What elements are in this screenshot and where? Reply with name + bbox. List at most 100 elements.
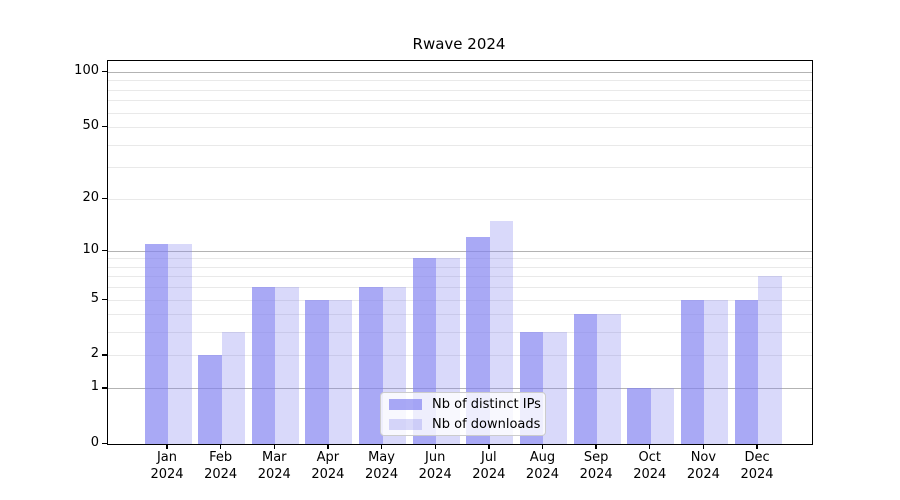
x-tick-label: May 2024 (350, 449, 414, 483)
y-minor-gridline (108, 299, 812, 301)
y-tick-label: 20 (82, 189, 99, 205)
x-tick-year: 2024 (257, 467, 291, 482)
bar-mar-series0 (251, 287, 276, 444)
y-minor-gridline (108, 332, 812, 334)
y-minor-gridline (108, 266, 812, 268)
y-tick-mark (102, 387, 107, 389)
x-tick-mark (702, 444, 705, 449)
legend-entry-distinct-ips: Nb of distinct IPs (389, 396, 541, 413)
y-tick-label: 1 (90, 379, 99, 395)
y-tick-label: 10 (82, 241, 99, 257)
x-tick-year: 2024 (204, 467, 238, 482)
x-tick-mark (595, 444, 597, 449)
y-minor-gridline (108, 258, 812, 260)
grid-layer (108, 61, 812, 444)
x-tick-year: 2024 (579, 467, 613, 482)
x-tick-mark (273, 444, 275, 449)
bar-oct-series0 (627, 388, 651, 444)
y-minor-gridline (108, 89, 812, 91)
y-tick-mark (102, 298, 107, 300)
x-tick-year: 2024 (311, 467, 345, 482)
bar-jul-series1 (489, 220, 514, 444)
y-tick-mark (102, 443, 107, 445)
legend-swatch-downloads (389, 418, 422, 430)
x-tick-mark (756, 444, 758, 449)
legend-swatch-distinct-ips (389, 398, 422, 410)
y-major-gridline (108, 388, 812, 390)
x-tick-year: 2024 (150, 467, 184, 482)
x-tick-year: 2024 (686, 467, 720, 482)
x-tick-mark (649, 444, 651, 449)
x-tick-month: Jan (156, 450, 178, 465)
y-tick-mark (102, 71, 107, 73)
x-tick-month: Mar (262, 450, 287, 465)
y-minor-gridline (108, 127, 812, 129)
x-tick-year: 2024 (740, 467, 774, 482)
x-tick-month: Sep (583, 450, 609, 465)
bar-apr-series1 (328, 299, 353, 444)
y-minor-gridline (108, 144, 812, 146)
x-tick-mark (166, 444, 168, 449)
bar-feb-series0 (198, 355, 222, 444)
x-tick-mark (541, 444, 544, 449)
bar-dec-series0 (734, 299, 759, 444)
x-tick-year: 2024 (633, 467, 667, 482)
x-tick-month: Nov (690, 450, 717, 465)
y-minor-gridline (108, 100, 812, 102)
x-tick-month: Oct (638, 450, 661, 465)
y-tick-mark (102, 249, 107, 252)
x-tick-label: Jul 2024 (457, 449, 521, 483)
bar-may-series0 (359, 287, 383, 444)
bar-feb-series1 (221, 332, 246, 444)
chart-title: Rwave 2024 (412, 35, 506, 53)
bar-mar-series1 (275, 287, 299, 444)
x-tick-month: Jul (480, 450, 497, 465)
plot-area (107, 60, 813, 445)
x-tick-month: Aug (529, 450, 556, 465)
x-tick-mark (219, 444, 222, 449)
x-tick-month: Dec (744, 450, 770, 465)
bar-apr-series0 (305, 299, 329, 444)
y-major-gridline (108, 72, 812, 73)
bar-sep-series1 (597, 314, 621, 444)
x-tick-label: Feb 2024 (189, 449, 253, 483)
x-tick-label: Apr 2024 (296, 449, 360, 483)
x-tick-mark (434, 444, 436, 449)
y-major-gridline (108, 250, 812, 252)
y-minor-gridline (108, 314, 812, 316)
x-tick-label: Jan 2024 (135, 449, 199, 483)
x-tick-label: Oct 2024 (618, 449, 682, 483)
x-tick-month: Jun (425, 450, 446, 465)
y-tick-label: 5 (90, 290, 99, 306)
x-tick-label: Mar 2024 (242, 449, 306, 483)
x-tick-label: Nov 2024 (671, 449, 735, 483)
legend-entry-downloads: Nb of downloads (389, 416, 541, 433)
y-minor-gridline (108, 355, 812, 357)
y-tick-label: 100 (74, 63, 99, 78)
bar-aug-series1 (543, 332, 567, 444)
x-tick-label: Aug 2024 (510, 449, 574, 483)
bar-nov-series0 (680, 299, 705, 444)
x-tick-year: 2024 (472, 467, 506, 482)
y-tick-mark (102, 126, 107, 128)
legend: Nb of distinct IPs Nb of downloads (380, 392, 546, 436)
y-minor-gridline (108, 80, 812, 82)
x-tick-month: Feb (209, 450, 233, 465)
bar-layer (108, 61, 812, 444)
x-tick-year: 2024 (365, 467, 399, 482)
x-tick-month: Apr (316, 450, 340, 465)
x-tick-label: Dec 2024 (725, 449, 789, 483)
bar-dec-series1 (758, 276, 782, 444)
y-tick-mark (102, 197, 107, 199)
y-minor-gridline (108, 287, 812, 289)
x-tick-label: Jun 2024 (403, 449, 467, 483)
x-tick-label: Sep 2024 (564, 449, 628, 483)
y-tick-label: 2 (90, 346, 99, 362)
x-tick-year: 2024 (525, 467, 560, 482)
x-tick-month: May (368, 450, 395, 465)
x-tick-mark (380, 444, 383, 449)
x-tick-year: 2024 (418, 467, 452, 482)
bar-oct-series1 (650, 388, 675, 444)
legend-label-downloads: Nb of downloads (432, 416, 541, 432)
